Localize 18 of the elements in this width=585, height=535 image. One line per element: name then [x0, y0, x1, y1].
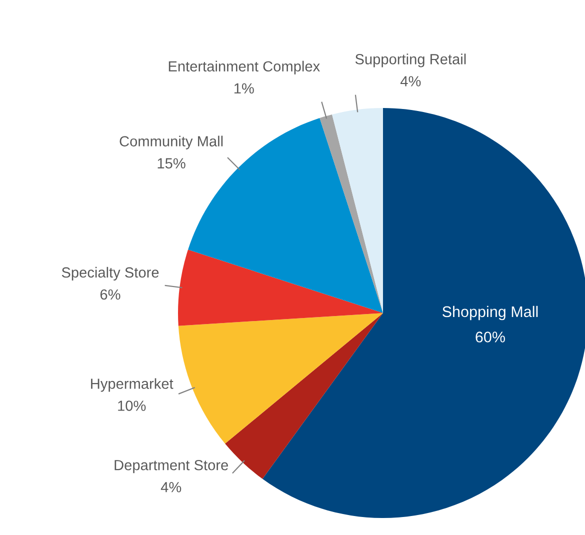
data-label: 15% — [158, 158, 186, 168]
data-label: 4% — [160, 482, 182, 492]
slice-label: Community Mall — [120, 136, 223, 150]
pie-slice — [320, 114, 383, 313]
pie-slice — [332, 108, 383, 313]
pie-slice — [178, 313, 383, 444]
pie-slice — [178, 250, 383, 326]
slice-label: Supporting Retail — [355, 54, 466, 68]
slice-label: Specialty Store — [62, 266, 159, 281]
data-label: 10% — [118, 400, 146, 411]
slice-label: Hypermarket — [91, 378, 174, 392]
slice-label: Entertainment Complex — [168, 60, 320, 74]
slice-label: Shopping Mall — [442, 306, 538, 320]
data-label: 4% — [400, 76, 421, 86]
data-label: 60% — [476, 332, 505, 342]
data-label: 6% — [100, 289, 120, 300]
slice-label: Department Store — [114, 460, 228, 474]
data-label: 1% — [234, 83, 254, 94]
